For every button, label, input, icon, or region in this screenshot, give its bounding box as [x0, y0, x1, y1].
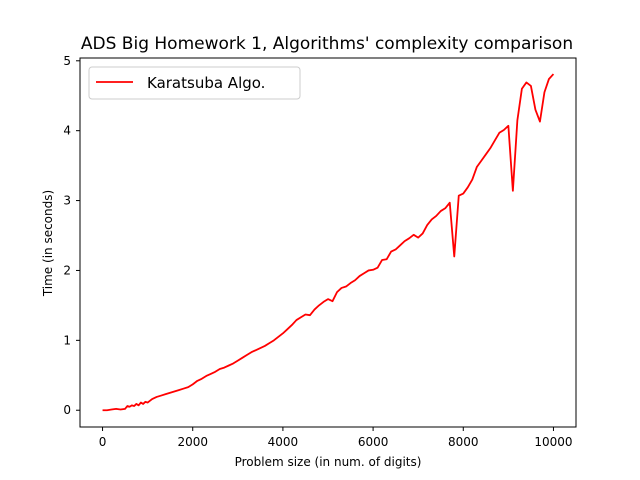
y-tick-label: 1 — [63, 333, 71, 347]
legend-box — [88, 66, 301, 100]
x-tick-label: 4000 — [268, 435, 299, 449]
y-tick-label: 2 — [63, 263, 71, 277]
x-tick-label: 2000 — [177, 435, 208, 449]
y-tick-label: 3 — [63, 194, 71, 208]
x-axis-label: Problem size (in num. of digits) — [235, 455, 422, 469]
x-tick-label: 10000 — [534, 435, 572, 449]
y-tick-label: 0 — [63, 403, 71, 417]
plot-frame — [79, 57, 577, 428]
legend-label: Karatsuba Algo. — [147, 74, 265, 92]
legend: Karatsuba Algo. — [88, 66, 301, 100]
chart-title: ADS Big Homework 1, Algorithms' complexi… — [81, 34, 573, 54]
series-line-0 — [102, 73, 555, 412]
x-axis: 0 2000 4000 6000 8000 10000 — [99, 427, 573, 449]
y-tick-label: 5 — [63, 54, 71, 68]
series-lines — [102, 73, 555, 412]
x-tick-label: 6000 — [358, 435, 389, 449]
x-tick-label: 0 — [99, 435, 107, 449]
y-axis-label: Time (in seconds) — [41, 190, 55, 297]
y-tick-label: 4 — [63, 124, 71, 138]
y-axis: 0 1 2 3 4 5 — [63, 54, 80, 417]
x-tick-label: 8000 — [448, 435, 479, 449]
